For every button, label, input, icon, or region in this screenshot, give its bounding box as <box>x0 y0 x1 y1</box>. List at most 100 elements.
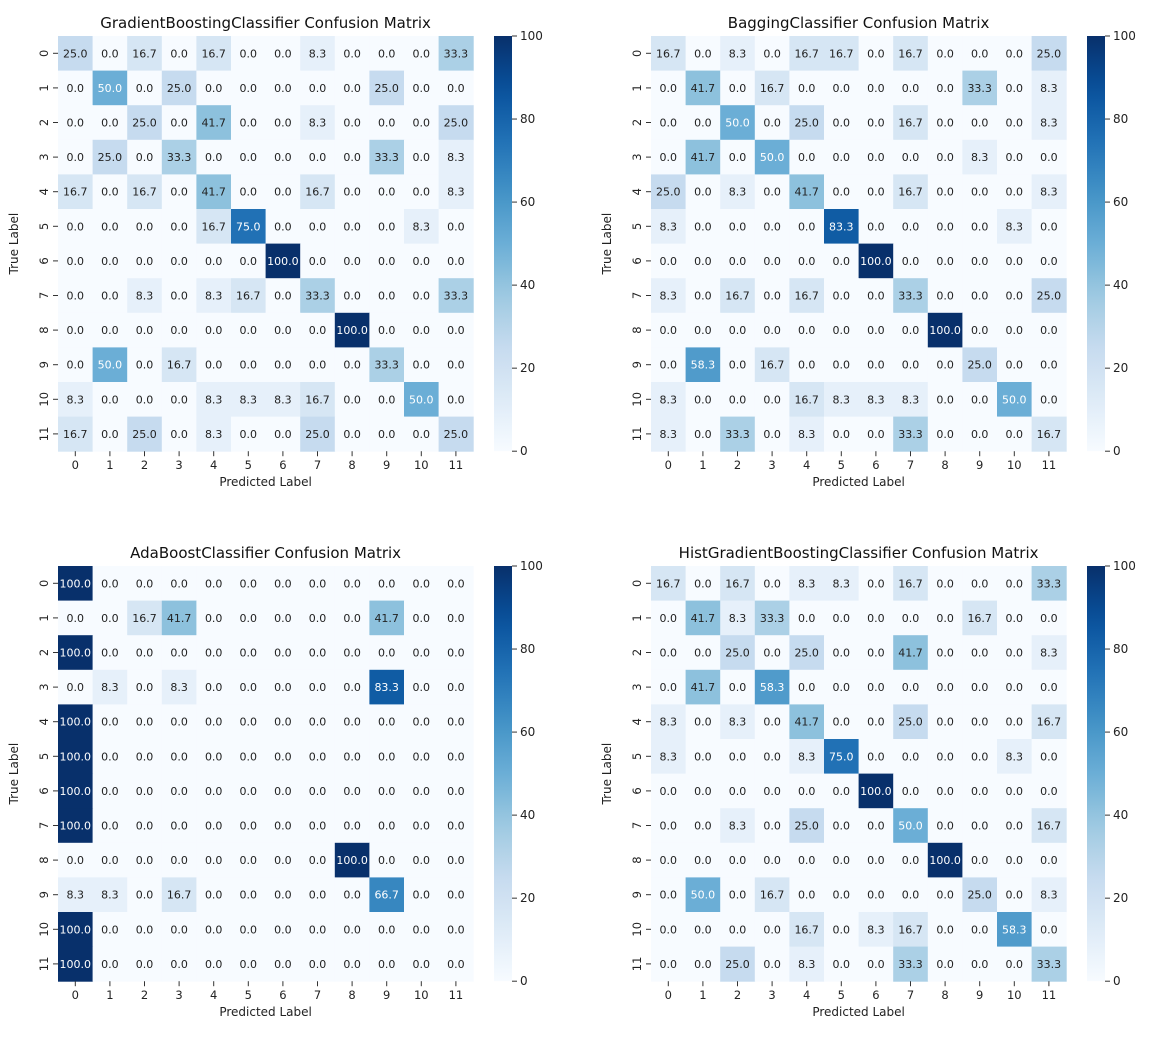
heatmap-cell <box>720 635 756 671</box>
cell-value-label: 16.7 <box>1037 428 1062 441</box>
cell-value-label: 25.0 <box>794 820 819 833</box>
heatmap-cell <box>754 312 790 348</box>
cell-value-label: 0.0 <box>660 151 678 164</box>
heatmap-cell <box>858 209 894 245</box>
heatmap-cell <box>92 669 128 705</box>
cell-value-label: 0.0 <box>101 186 119 199</box>
heatmap-cell <box>231 209 267 245</box>
colorbar-tick-label: 0 <box>520 444 528 458</box>
cell-value-label: 0.0 <box>240 854 258 867</box>
colorbar <box>1087 36 1105 452</box>
x-tick-label: 8 <box>348 988 355 1002</box>
cell-value-label: 0.0 <box>694 923 712 936</box>
y-tick-label: 3 <box>630 683 644 690</box>
cell-value-label: 16.7 <box>898 923 923 936</box>
heatmap-cell <box>92 347 128 383</box>
heatmap-cell <box>1031 382 1067 418</box>
heatmap-cell <box>824 105 860 141</box>
heatmap-cell <box>858 174 894 210</box>
heatmap-cell <box>754 877 790 913</box>
y-tick-label: 1 <box>630 614 644 621</box>
colorbar-tick-label: 60 <box>1113 725 1128 739</box>
cell-value-label: 0.0 <box>413 577 431 590</box>
cell-value-label: 0.0 <box>170 716 188 729</box>
cell-value-label: 0.0 <box>136 716 154 729</box>
heatmap-cell <box>231 739 267 775</box>
heatmap-cell <box>161 877 197 913</box>
heatmap-cell <box>161 669 197 705</box>
heatmap-cell <box>438 842 474 878</box>
heatmap-cell <box>334 842 370 878</box>
cell-value-label: 0.0 <box>660 958 678 971</box>
cell-value-label: 100.0 <box>60 716 92 729</box>
heatmap-cell <box>754 278 790 314</box>
cell-value-label: 0.0 <box>309 82 327 95</box>
y-tick-label: 3 <box>37 683 51 690</box>
x-tick-label: 9 <box>383 988 390 1002</box>
cell-value-label: 0.0 <box>660 612 678 625</box>
cell-value-label: 33.3 <box>898 428 923 441</box>
heatmap-cell <box>651 566 687 602</box>
x-tick-label: 4 <box>803 458 810 472</box>
heatmap-cell <box>651 36 687 72</box>
heatmap-cell <box>789 105 825 141</box>
y-tick-label: 11 <box>37 957 51 972</box>
cell-value-label: 0.0 <box>971 750 989 763</box>
heatmap-cell <box>334 416 370 452</box>
cell-value-label: 0.0 <box>136 820 154 833</box>
heatmap-cell <box>231 704 267 740</box>
heatmap-cell <box>58 174 94 210</box>
cell-value-label: 8.3 <box>309 47 327 60</box>
heatmap-cell <box>962 105 998 141</box>
cell-value-label: 25.0 <box>374 82 399 95</box>
cell-value-label: 8.3 <box>67 393 85 406</box>
cell-value-label: 100.0 <box>60 958 92 971</box>
cell-value-label: 0.0 <box>343 151 361 164</box>
heatmap-cell <box>651 669 687 705</box>
cell-value-label: 0.0 <box>101 255 119 268</box>
cell-value-label: 0.0 <box>413 324 431 337</box>
colorbar-tick-label: 40 <box>1113 278 1128 292</box>
y-tick-label: 1 <box>37 84 51 91</box>
heatmap-cell <box>858 312 894 348</box>
y-tick-label: 11 <box>37 427 51 442</box>
cell-value-label: 0.0 <box>309 220 327 233</box>
cell-value-label: 0.0 <box>413 889 431 902</box>
colorbar-tick-label: 80 <box>520 642 535 656</box>
heatmap-cell <box>651 635 687 671</box>
heatmap-cell <box>824 36 860 72</box>
heatmap-cell <box>92 877 128 913</box>
heatmap-cell <box>196 174 232 210</box>
cell-value-label: 0.0 <box>729 359 747 372</box>
cell-value-label: 0.0 <box>274 681 292 694</box>
cell-value-label: 66.7 <box>374 889 399 902</box>
cell-value-label: 0.0 <box>378 47 396 60</box>
cell-value-label: 0.0 <box>729 889 747 902</box>
cell-value-label: 33.3 <box>167 151 192 164</box>
cell-value-label: 0.0 <box>240 324 258 337</box>
y-tick-label: 0 <box>37 50 51 57</box>
heatmap-cell <box>334 877 370 913</box>
cell-value-label: 0.0 <box>136 577 154 590</box>
cell-value-label: 0.0 <box>833 716 851 729</box>
heatmap-cell <box>720 912 756 948</box>
cell-value-label: 0.0 <box>971 923 989 936</box>
heatmap-cell <box>824 669 860 705</box>
heatmap-cell <box>404 105 440 141</box>
cell-value-label: 0.0 <box>1006 359 1024 372</box>
cell-value-label: 0.0 <box>447 820 465 833</box>
cell-value-label: 8.3 <box>413 220 431 233</box>
cell-value-label: 0.0 <box>240 577 258 590</box>
cell-value-label: 0.0 <box>274 889 292 902</box>
x-tick-label: 7 <box>314 988 321 1002</box>
heatmap-cell <box>58 635 94 671</box>
heatmap-cell <box>438 36 474 72</box>
cell-value-label: 0.0 <box>274 117 292 130</box>
cell-value-label: 0.0 <box>763 854 781 867</box>
cell-value-label: 16.7 <box>794 290 819 303</box>
cell-value-label: 58.3 <box>1002 923 1027 936</box>
heatmap-cell <box>196 635 232 671</box>
heatmap-cell <box>231 842 267 878</box>
heatmap-cell <box>265 209 301 245</box>
heatmap-cell <box>404 704 440 740</box>
